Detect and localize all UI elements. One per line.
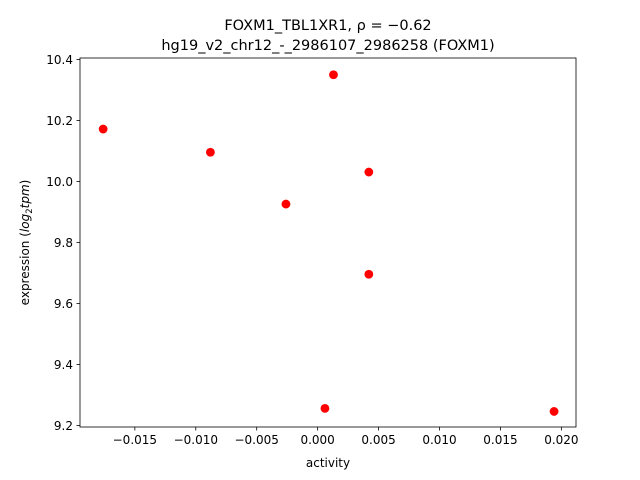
chart-title-line1: FOXM1_TBL1XR1, ρ = −0.62 [224, 18, 431, 34]
plot-frame [79, 57, 577, 428]
x-tick-label: −0.010 [174, 433, 218, 447]
data-point [329, 70, 338, 80]
y-axis-label: expression (log2tpm) [18, 180, 35, 306]
y-axis-ticks: 9.2 9.4 9.6 9.8 10.0 10.2 10.4 [46, 53, 80, 433]
x-tick-label: 0.020 [544, 433, 578, 447]
y-axis-label-prefix: expression ( [18, 232, 32, 305]
y-tick-label: 9.8 [54, 236, 73, 250]
x-tick-label: 0.010 [422, 433, 456, 447]
data-point [281, 199, 291, 209]
x-axis-ticks: −0.015 −0.010 −0.005 0.000 0.005 0.010 0.015 0.… [113, 427, 579, 447]
data-point [320, 403, 330, 413]
x-tick-label: 0.005 [361, 433, 395, 447]
data-point [364, 269, 374, 279]
data-points [98, 70, 559, 416]
y-axis-label-tpm: tpm [18, 184, 32, 208]
y-tick-label: 10.0 [46, 175, 73, 189]
y-axis-label-subscript: 2 [25, 208, 35, 213]
x-tick-label: 0.015 [483, 433, 517, 447]
x-tick-label: −0.015 [113, 433, 157, 447]
y-tick-label: 9.4 [54, 358, 73, 372]
y-tick-label: 9.6 [54, 297, 73, 311]
y-axis-label-log: log [18, 213, 32, 232]
y-tick-label: 9.2 [54, 419, 73, 433]
data-point [98, 124, 108, 134]
y-axis-label-suffix: ) [18, 180, 32, 185]
data-point [364, 167, 374, 177]
x-tick-label: 0.000 [300, 433, 334, 447]
data-point [205, 147, 215, 157]
y-tick-label: 10.2 [46, 114, 73, 128]
x-axis-label: activity [306, 456, 350, 470]
chart-title-line2: hg19_v2_chr12_-_2986107_2986258 (FOXM1) [161, 38, 494, 54]
y-tick-label: 10.4 [46, 53, 73, 67]
data-point [549, 407, 559, 416]
x-tick-label: −0.005 [234, 433, 278, 447]
